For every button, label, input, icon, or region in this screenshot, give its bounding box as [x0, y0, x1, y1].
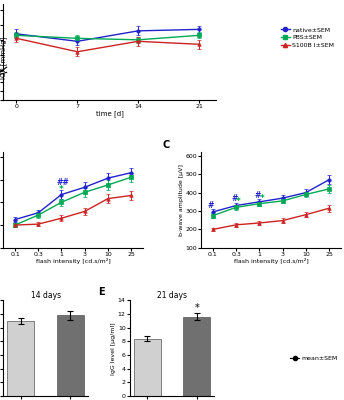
X-axis label: time [d]: time [d] [96, 110, 124, 117]
Text: *: * [59, 185, 64, 194]
X-axis label: flash intensity [cd.s/m²]: flash intensity [cd.s/m²] [234, 258, 308, 264]
Text: E: E [98, 287, 105, 297]
Text: #: # [255, 191, 261, 200]
Text: *: * [259, 194, 264, 203]
Text: C: C [162, 140, 170, 150]
Title: 14 days: 14 days [31, 291, 61, 300]
Legend: mean±SEM: mean±SEM [290, 355, 337, 361]
Text: ##: ## [57, 178, 69, 187]
Bar [57, 316, 84, 396]
X-axis label: flash intensity [cd.s/m²]: flash intensity [cd.s/m²] [36, 258, 110, 264]
Text: #: # [232, 194, 238, 203]
Y-axis label: IgG level [µg/ml]: IgG level [µg/ml] [111, 322, 116, 374]
Title: 21 days: 21 days [157, 291, 187, 300]
Text: *: * [194, 303, 199, 313]
Bar [134, 339, 161, 396]
Text: IOP [mmHg]: IOP [mmHg] [0, 37, 7, 79]
Legend: native±SEM, PBS±SEM, S100B I±SEM: native±SEM, PBS±SEM, S100B I±SEM [281, 27, 334, 48]
Text: #: # [207, 201, 213, 210]
Y-axis label: b-wave amplitude [µV]: b-wave amplitude [µV] [179, 164, 184, 236]
Text: *: * [236, 197, 241, 206]
Bar [7, 321, 34, 396]
Bar [183, 317, 210, 396]
